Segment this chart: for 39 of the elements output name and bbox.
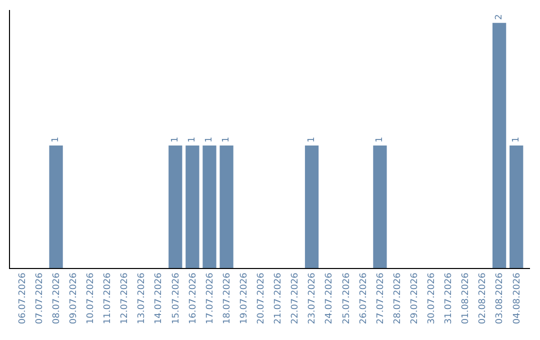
x-tick-label: 19.07.2026 (239, 272, 250, 324)
data-label: 1 (511, 136, 522, 142)
data-label: 1 (170, 136, 180, 142)
x-tick-label: 06.07.2026 (18, 272, 28, 324)
x-tick-label: 03.08.2026 (495, 272, 506, 324)
x-tick-label: 15.07.2026 (171, 272, 182, 324)
x-tick-label: 08.07.2026 (52, 272, 62, 324)
data-label: 2 (494, 14, 504, 20)
x-tick-label: 21.07.2026 (274, 272, 284, 324)
x-tick-label: 14.07.2026 (154, 272, 164, 324)
x-tick-label: 27.07.2026 (376, 272, 386, 324)
x-tick-label: 07.07.2026 (34, 272, 45, 324)
x-tick-label: 04.08.2026 (512, 272, 522, 324)
x-tick-label: 26.07.2026 (358, 272, 369, 324)
x-tick-label: 23.07.2026 (308, 272, 318, 324)
x-tick-label: 25.07.2026 (342, 272, 352, 324)
data-label: 1 (187, 136, 198, 142)
data-label: 1 (51, 136, 62, 142)
x-tick-label: 16.07.2026 (188, 272, 198, 324)
x-tick-label: 22.07.2026 (290, 272, 301, 324)
data-label: 1 (374, 136, 385, 142)
x-tick-label: 31.07.2026 (444, 272, 454, 324)
x-tick-label: 11.07.2026 (103, 272, 114, 324)
x-tick-label: 09.07.2026 (69, 272, 80, 324)
x-tick-label: 17.07.2026 (205, 272, 216, 324)
x-tick-label: 20.07.2026 (256, 272, 267, 324)
x-tick-label: 18.07.2026 (222, 272, 232, 324)
data-label: 1 (222, 136, 232, 142)
x-tick-label: 01.08.2026 (461, 272, 472, 324)
x-tick-label: 24.07.2026 (324, 272, 335, 324)
x-tick-label: 13.07.2026 (137, 272, 148, 324)
x-tick-label: 02.08.2026 (478, 272, 488, 324)
x-tick-label: 12.07.2026 (120, 272, 130, 324)
x-tick-label: 30.07.2026 (427, 272, 438, 324)
x-tick-label: 10.07.2026 (86, 272, 96, 324)
data-label: 1 (204, 136, 214, 142)
data-label: 1 (306, 136, 317, 142)
x-tick-label: 28.07.2026 (392, 272, 403, 324)
x-tick-label: 29.07.2026 (410, 272, 420, 324)
